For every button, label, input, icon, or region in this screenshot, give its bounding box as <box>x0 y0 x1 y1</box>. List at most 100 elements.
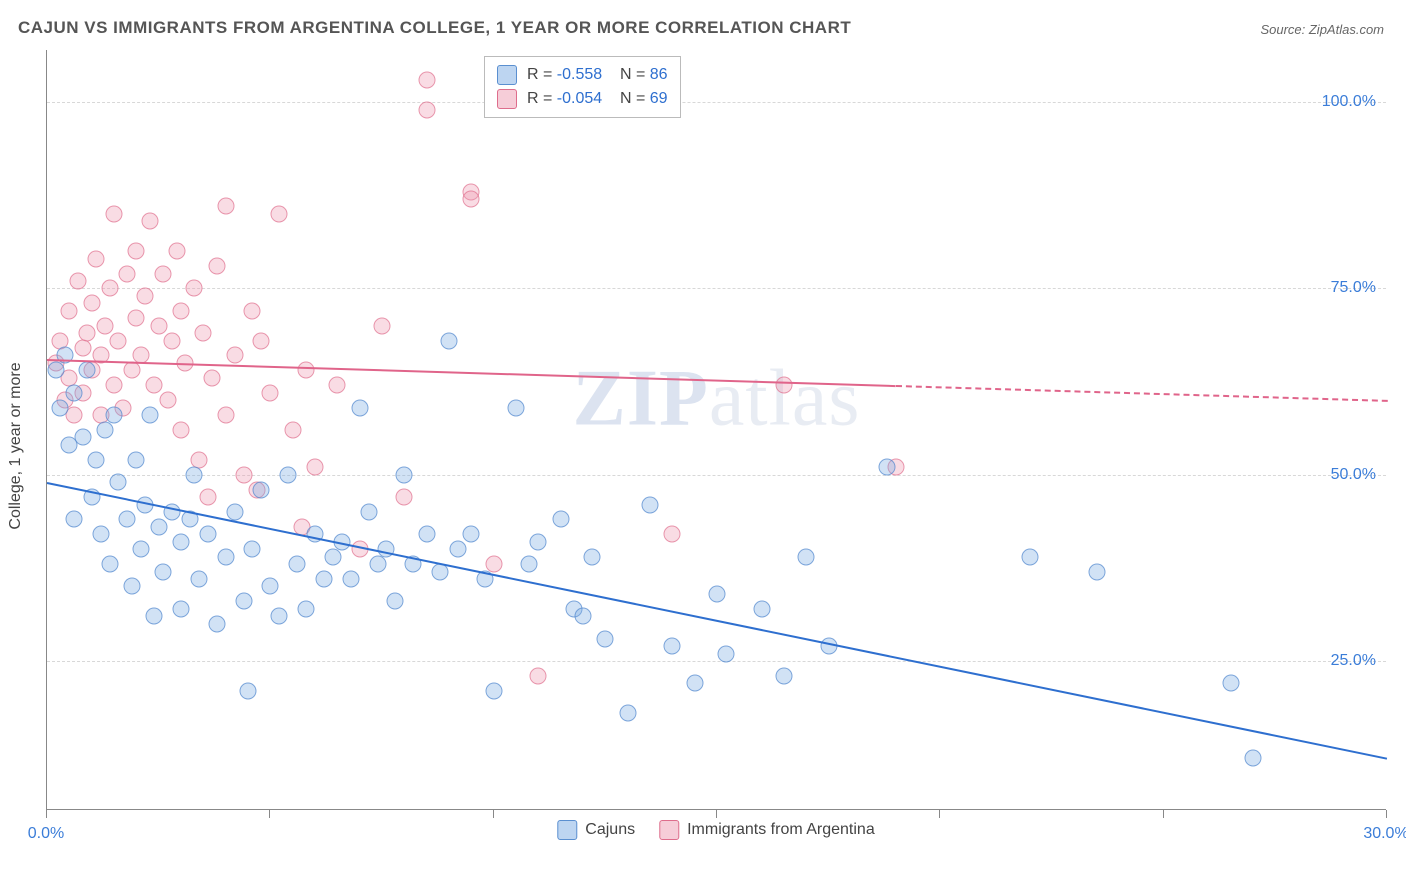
scatter-point-blue <box>753 600 770 617</box>
scatter-point-blue <box>110 474 127 491</box>
scatter-point-pink <box>396 489 413 506</box>
scatter-point-pink <box>253 332 270 349</box>
scatter-point-pink <box>74 340 91 357</box>
scatter-point-blue <box>575 608 592 625</box>
chart-container: College, 1 year or more ZIPatlas 25.0%50… <box>46 50 1386 842</box>
scatter-point-pink <box>284 422 301 439</box>
scatter-point-pink <box>106 205 123 222</box>
scatter-point-pink <box>146 377 163 394</box>
trend-line-pink-dashed <box>896 385 1387 402</box>
scatter-point-pink <box>101 280 118 297</box>
scatter-point-blue <box>597 630 614 647</box>
scatter-point-blue <box>552 511 569 528</box>
stats-text-blue: R = -0.558 N = 86 <box>527 63 668 87</box>
stats-legend-box: R = -0.558 N = 86 R = -0.054 N = 69 <box>484 56 681 118</box>
scatter-point-pink <box>226 347 243 364</box>
scatter-point-blue <box>360 503 377 520</box>
scatter-point-blue <box>396 466 413 483</box>
scatter-point-blue <box>92 526 109 543</box>
watermark: ZIPatlas <box>573 354 861 445</box>
scatter-point-pink <box>173 422 190 439</box>
chart-title: CAJUN VS IMMIGRANTS FROM ARGENTINA COLLE… <box>18 18 851 38</box>
scatter-point-blue <box>128 451 145 468</box>
scatter-point-blue <box>1021 548 1038 565</box>
scatter-point-pink <box>141 213 158 230</box>
scatter-point-blue <box>226 503 243 520</box>
scatter-point-blue <box>298 600 315 617</box>
scatter-point-pink <box>110 332 127 349</box>
plot-area: ZIPatlas 25.0%50.0%75.0%100.0% <box>46 50 1386 810</box>
scatter-point-blue <box>289 556 306 573</box>
swatch-pink <box>497 89 517 109</box>
scatter-point-blue <box>106 407 123 424</box>
legend-swatch-pink <box>659 820 679 840</box>
scatter-point-blue <box>146 608 163 625</box>
scatter-point-blue <box>449 541 466 558</box>
x-tick <box>1163 810 1164 818</box>
scatter-point-blue <box>262 578 279 595</box>
scatter-point-blue <box>1222 675 1239 692</box>
scatter-point-blue <box>47 362 64 379</box>
scatter-point-pink <box>204 369 221 386</box>
y-tick-label: 50.0% <box>1331 466 1376 484</box>
gridline-h <box>47 288 1386 289</box>
scatter-point-pink <box>128 310 145 327</box>
scatter-point-blue <box>664 638 681 655</box>
scatter-point-blue <box>208 615 225 632</box>
scatter-point-pink <box>137 287 154 304</box>
scatter-point-blue <box>97 422 114 439</box>
legend-label-blue: Cajuns <box>585 821 635 839</box>
scatter-point-pink <box>123 362 140 379</box>
legend-item-pink: Immigrants from Argentina <box>659 820 875 840</box>
scatter-point-blue <box>642 496 659 513</box>
scatter-point-blue <box>619 705 636 722</box>
x-tick-label: 30.0% <box>1363 825 1406 843</box>
legend-label-pink: Immigrants from Argentina <box>687 821 875 839</box>
scatter-point-pink <box>97 317 114 334</box>
swatch-blue <box>497 65 517 85</box>
y-tick-label: 75.0% <box>1331 279 1376 297</box>
scatter-point-pink <box>418 101 435 118</box>
scatter-point-blue <box>88 451 105 468</box>
scatter-point-blue <box>244 541 261 558</box>
source-attribution: Source: ZipAtlas.com <box>1260 22 1384 37</box>
scatter-point-blue <box>521 556 538 573</box>
scatter-point-blue <box>1088 563 1105 580</box>
scatter-point-blue <box>123 578 140 595</box>
scatter-point-pink <box>173 302 190 319</box>
scatter-point-blue <box>190 571 207 588</box>
scatter-point-blue <box>280 466 297 483</box>
scatter-point-blue <box>65 384 82 401</box>
x-tick <box>939 810 940 818</box>
x-tick-label: 0.0% <box>28 825 64 843</box>
scatter-point-pink <box>307 459 324 476</box>
scatter-point-blue <box>530 533 547 550</box>
scatter-point-pink <box>128 243 145 260</box>
scatter-point-blue <box>351 399 368 416</box>
scatter-point-pink <box>217 407 234 424</box>
scatter-point-blue <box>150 518 167 535</box>
legend-item-blue: Cajuns <box>557 820 635 840</box>
trend-line-pink <box>47 359 896 387</box>
scatter-point-blue <box>271 608 288 625</box>
scatter-point-pink <box>159 392 176 409</box>
scatter-point-blue <box>798 548 815 565</box>
scatter-point-blue <box>485 682 502 699</box>
scatter-point-pink <box>271 205 288 222</box>
scatter-point-blue <box>101 556 118 573</box>
scatter-point-blue <box>717 645 734 662</box>
scatter-point-blue <box>52 399 69 416</box>
scatter-point-blue <box>508 399 525 416</box>
scatter-point-blue <box>132 541 149 558</box>
scatter-point-pink <box>298 362 315 379</box>
scatter-point-pink <box>664 526 681 543</box>
stats-text-pink: R = -0.054 N = 69 <box>527 87 668 111</box>
scatter-point-blue <box>324 548 341 565</box>
scatter-point-blue <box>342 571 359 588</box>
scatter-point-pink <box>186 280 203 297</box>
scatter-point-pink <box>776 377 793 394</box>
scatter-point-pink <box>244 302 261 319</box>
scatter-point-blue <box>199 526 216 543</box>
scatter-point-blue <box>79 362 96 379</box>
x-tick <box>269 810 270 818</box>
